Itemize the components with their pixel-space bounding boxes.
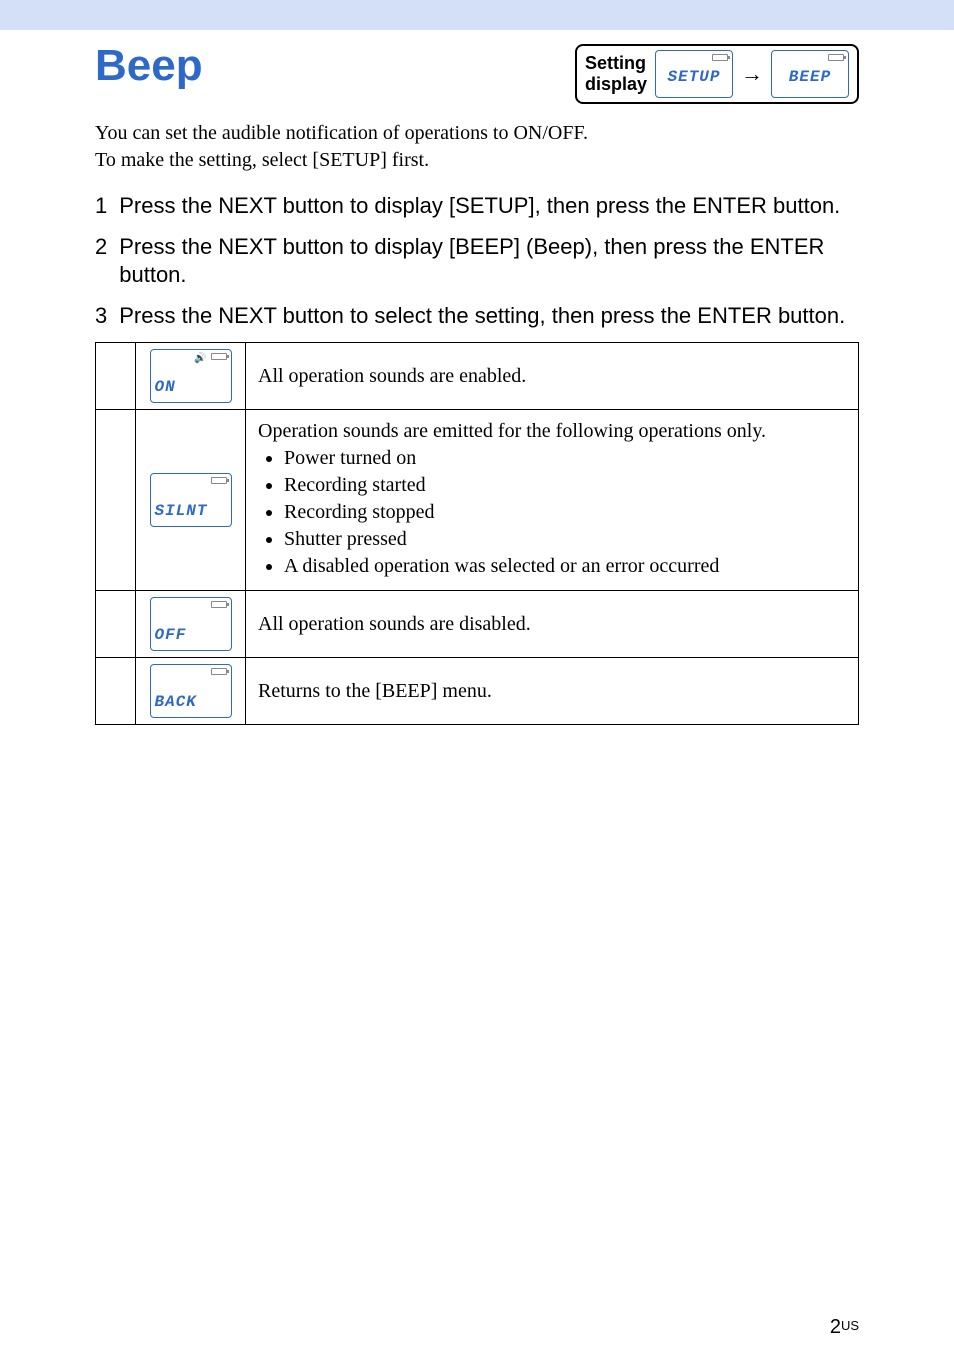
description-cell: All operation sounds are disabled. xyxy=(246,591,859,658)
lcd-setup: SETUP xyxy=(655,50,733,98)
page-root: Beep Setting display SETUP → BEEP You ca… xyxy=(0,0,954,1369)
battery-icon xyxy=(211,477,227,484)
battery-icon xyxy=(828,54,844,61)
lcd-option: SILNT xyxy=(150,473,232,527)
step-number: 1 xyxy=(95,192,107,221)
step-number: 2 xyxy=(95,233,107,262)
lcd-option-text: SILNT xyxy=(155,502,208,520)
arrow-icon: → xyxy=(741,61,763,87)
description-bullet: Recording started xyxy=(284,472,846,499)
lcd-cell: BACK xyxy=(136,658,246,725)
description-bullet: Shutter pressed xyxy=(284,526,846,553)
description-cell: Operation sounds are emitted for the fol… xyxy=(246,410,859,591)
description-bullet: A disabled operation was selected or an … xyxy=(284,553,846,580)
description-text: All operation sounds are disabled. xyxy=(258,613,846,636)
default-mark-cell xyxy=(96,658,136,725)
lcd-option: BACK xyxy=(150,664,232,718)
lcd-cell: 🔊 ON xyxy=(136,343,246,410)
description-bullet: Recording stopped xyxy=(284,499,846,526)
options-table: 🔊 ON All operation sounds are enabled. SILN… xyxy=(95,342,859,725)
step-number: 3 xyxy=(95,302,107,331)
step-item: 3 Press the NEXT button to select the se… xyxy=(95,302,859,331)
description-cell: All operation sounds are enabled. xyxy=(246,343,859,410)
step-text: Press the NEXT button to display [SETUP]… xyxy=(119,192,840,221)
lcd-beep-text: BEEP xyxy=(789,68,831,86)
description-text: All operation sounds are enabled. xyxy=(258,365,846,388)
default-mark-cell xyxy=(96,591,136,658)
intro-text: You can set the audible notification of … xyxy=(0,104,954,174)
description-intro: Operation sounds are emitted for the fol… xyxy=(258,420,846,443)
description-cell: Returns to the [BEEP] menu. xyxy=(246,658,859,725)
options-tbody: 🔊 ON All operation sounds are enabled. SILN… xyxy=(96,343,859,725)
lcd-option: 🔊 ON xyxy=(150,349,232,403)
table-row: OFF All operation sounds are disabled. xyxy=(96,591,859,658)
intro-line: You can set the audible notification of … xyxy=(95,120,859,147)
intro-line: To make the setting, select [SETUP] firs… xyxy=(95,147,859,174)
lcd-cell: SILNT xyxy=(136,410,246,591)
lcd-cell: OFF xyxy=(136,591,246,658)
page-number-region: US xyxy=(841,1318,859,1333)
table-row: SILNT Operation sounds are emitted for th… xyxy=(96,410,859,591)
page-number: 2US xyxy=(830,1316,859,1339)
description-bullet: Power turned on xyxy=(284,445,846,472)
lcd-setup-text: SETUP xyxy=(667,68,720,86)
step-item: 1 Press the NEXT button to display [SETU… xyxy=(95,192,859,221)
step-item: 2 Press the NEXT button to display [BEEP… xyxy=(95,233,859,290)
description-bullet-list: Power turned onRecording startedRecordin… xyxy=(258,445,846,580)
step-text: Press the NEXT button to select the sett… xyxy=(119,302,845,331)
battery-icon xyxy=(211,353,227,360)
header-band xyxy=(0,0,954,30)
setting-display-label: Setting display xyxy=(585,53,647,94)
lcd-option-text: ON xyxy=(155,378,176,396)
page-number-value: 2 xyxy=(830,1316,841,1338)
table-row: BACK Returns to the [BEEP] menu. xyxy=(96,658,859,725)
description-text: Returns to the [BEEP] menu. xyxy=(258,680,846,703)
sound-icon: 🔊 xyxy=(194,353,206,365)
lcd-option: OFF xyxy=(150,597,232,651)
step-text: Press the NEXT button to display [BEEP] … xyxy=(119,233,859,290)
setting-display-box: Setting display SETUP → BEEP xyxy=(575,44,859,104)
setting-label-line2: display xyxy=(585,74,647,94)
header-row: Beep Setting display SETUP → BEEP xyxy=(0,30,954,104)
setting-label-line1: Setting xyxy=(585,53,646,73)
default-mark-cell xyxy=(96,410,136,591)
page-title: Beep xyxy=(95,44,203,88)
lcd-beep: BEEP xyxy=(771,50,849,98)
steps-list: 1 Press the NEXT button to display [SETU… xyxy=(0,174,954,330)
lcd-option-text: BACK xyxy=(155,693,197,711)
battery-icon xyxy=(712,54,728,61)
battery-icon xyxy=(211,668,227,675)
table-row: 🔊 ON All operation sounds are enabled. xyxy=(96,343,859,410)
lcd-option-text: OFF xyxy=(155,626,187,644)
default-mark-cell xyxy=(96,343,136,410)
battery-icon xyxy=(211,601,227,608)
